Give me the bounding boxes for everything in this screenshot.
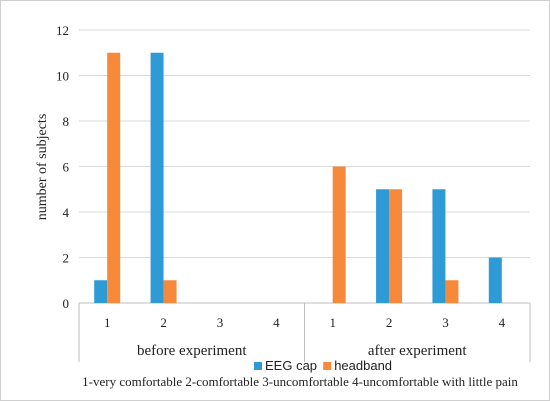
y-tick-label: 4 <box>63 205 70 220</box>
footnote: 1-very comfortable 2-comfortable 3-uncom… <box>82 374 518 389</box>
bar-eeg-cap <box>376 189 390 303</box>
bar-eeg-cap <box>432 189 446 303</box>
y-axis-title: number of subjects <box>35 114 50 221</box>
bar-headband <box>389 189 403 303</box>
y-tick-label: 6 <box>63 160 70 175</box>
legend-swatch <box>254 362 262 370</box>
x-tick-labels: 1 2 3 4 1 2 3 4 <box>104 315 506 330</box>
x-tick-label: 1 <box>329 315 336 330</box>
group-label: after experiment <box>368 343 468 359</box>
y-tick-label: 12 <box>56 23 69 38</box>
bar-headband <box>445 280 459 303</box>
gridlines <box>79 29 530 258</box>
x-tick-label: 4 <box>273 315 280 330</box>
bar-headband <box>163 280 177 303</box>
bar-headband <box>332 166 346 303</box>
legend-label: EEG cap <box>265 358 317 373</box>
legend: EEG cap headband <box>254 358 392 373</box>
x-tick-label: 3 <box>217 315 224 330</box>
y-tick-label: 2 <box>63 251 70 266</box>
y-tick-label: 0 <box>63 296 70 311</box>
legend-label: headband <box>334 358 392 373</box>
y-tick-label: 8 <box>63 114 70 129</box>
y-tick-labels: 0 2 4 6 8 10 12 <box>56 23 70 311</box>
x-tick-label: 2 <box>160 315 167 330</box>
bar-headband <box>107 52 121 303</box>
bars <box>94 52 502 303</box>
bar-eeg-cap <box>94 280 108 303</box>
x-tick-label: 3 <box>442 315 449 330</box>
x-tick-label: 4 <box>499 315 506 330</box>
y-tick-label: 10 <box>56 69 69 84</box>
group-label: before experiment <box>137 343 247 359</box>
x-tick-label: 2 <box>386 315 393 330</box>
x-tick-label: 1 <box>104 315 111 330</box>
legend-swatch <box>323 362 332 370</box>
bar-eeg-cap <box>488 257 502 303</box>
bar-eeg-cap <box>150 52 164 303</box>
group-labels: before experiment after experiment <box>137 343 467 359</box>
